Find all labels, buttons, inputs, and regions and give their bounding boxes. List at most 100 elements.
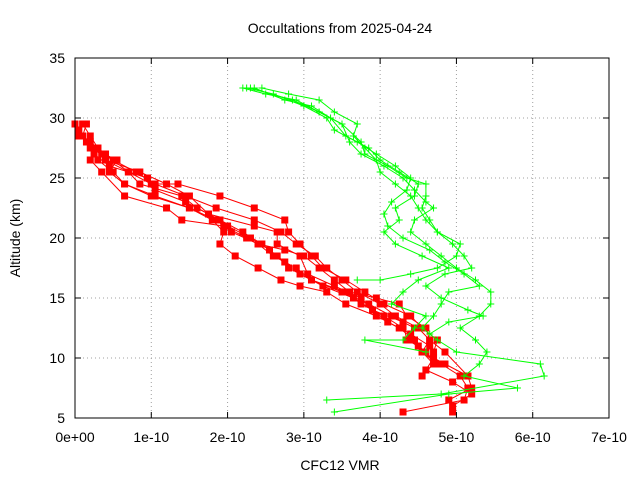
data-point	[487, 288, 495, 296]
data-point	[399, 336, 407, 344]
data-point	[452, 348, 460, 356]
y-tick-label: 10	[49, 350, 65, 366]
data-point	[353, 120, 361, 128]
series-1	[79, 120, 472, 416]
series-12	[258, 84, 464, 284]
x-axis-label: CFC12 VMR	[300, 457, 379, 473]
data-point	[178, 192, 186, 200]
y-tick-label: 30	[49, 110, 65, 126]
data-point	[399, 318, 407, 326]
data-point	[479, 312, 487, 320]
data-point	[75, 126, 83, 134]
y-tick-label: 20	[49, 230, 65, 246]
data-point	[342, 132, 350, 140]
data-point	[376, 300, 384, 308]
data-point	[182, 198, 190, 206]
data-point	[460, 270, 468, 278]
data-point	[388, 300, 396, 308]
data-point	[475, 282, 483, 290]
axis-ticks	[74, 57, 610, 419]
data-point	[472, 276, 479, 284]
data-point	[456, 240, 464, 248]
data-point	[464, 306, 472, 314]
data-point	[380, 210, 388, 218]
data-point	[441, 348, 449, 356]
data-point	[433, 228, 441, 236]
data-point	[353, 288, 361, 296]
x-tick-label: 0e+00	[55, 429, 95, 445]
data-point	[79, 132, 87, 140]
data-point	[143, 174, 151, 182]
data-point	[418, 372, 426, 380]
data-point	[330, 408, 338, 416]
data-point	[536, 360, 544, 368]
data-point	[346, 138, 354, 146]
data-point	[330, 108, 338, 116]
data-point	[285, 228, 293, 236]
data-point	[414, 342, 422, 350]
data-point	[300, 252, 308, 260]
data-point	[98, 168, 106, 176]
series-line	[82, 123, 473, 401]
data-point	[407, 192, 415, 200]
data-point	[281, 216, 289, 224]
data-point	[75, 132, 83, 140]
x-tick-label: 2e-10	[210, 429, 246, 445]
data-point	[449, 240, 457, 248]
data-point	[422, 324, 430, 332]
data-point	[418, 204, 426, 212]
data-point	[407, 336, 415, 344]
data-point	[243, 234, 251, 242]
y-tick-label: 25	[49, 170, 65, 186]
data-point	[391, 312, 399, 320]
data-point	[483, 348, 491, 356]
data-point	[414, 276, 422, 284]
data-point	[273, 240, 281, 248]
series-line	[254, 87, 451, 353]
data-point	[445, 396, 453, 404]
data-point	[174, 180, 182, 188]
data-point	[269, 252, 277, 260]
data-point	[212, 216, 220, 224]
data-point	[487, 300, 495, 308]
y-tick-label: 5	[57, 410, 65, 426]
data-point	[361, 336, 369, 344]
data-point	[540, 372, 548, 380]
data-point	[353, 276, 361, 284]
data-point	[472, 336, 479, 344]
data-point	[445, 264, 453, 272]
data-point	[407, 312, 415, 320]
data-point	[349, 132, 357, 140]
data-point	[296, 240, 304, 248]
data-point	[330, 282, 338, 290]
data-point	[136, 168, 144, 176]
data-point	[307, 252, 315, 260]
data-point	[338, 288, 346, 296]
data-point	[105, 162, 113, 170]
data-point	[376, 276, 384, 284]
data-point	[430, 348, 438, 356]
data-point	[430, 204, 438, 212]
data-point	[437, 294, 445, 302]
data-point	[380, 300, 388, 308]
series-7	[94, 156, 441, 368]
data-point	[178, 216, 186, 224]
data-point	[292, 240, 300, 248]
data-point	[399, 234, 407, 242]
data-point	[418, 324, 426, 332]
data-point	[430, 360, 438, 368]
series-line	[93, 147, 427, 353]
data-point	[391, 204, 399, 212]
data-point	[86, 156, 94, 164]
data-point	[464, 372, 472, 380]
data-point	[319, 282, 327, 290]
data-point	[273, 228, 281, 236]
data-point	[163, 180, 171, 188]
x-tick-label: 1e-10	[133, 429, 169, 445]
data-point	[113, 156, 121, 164]
data-point	[250, 204, 258, 212]
data-point	[258, 240, 266, 248]
data-point	[380, 228, 388, 236]
data-point	[403, 186, 411, 194]
